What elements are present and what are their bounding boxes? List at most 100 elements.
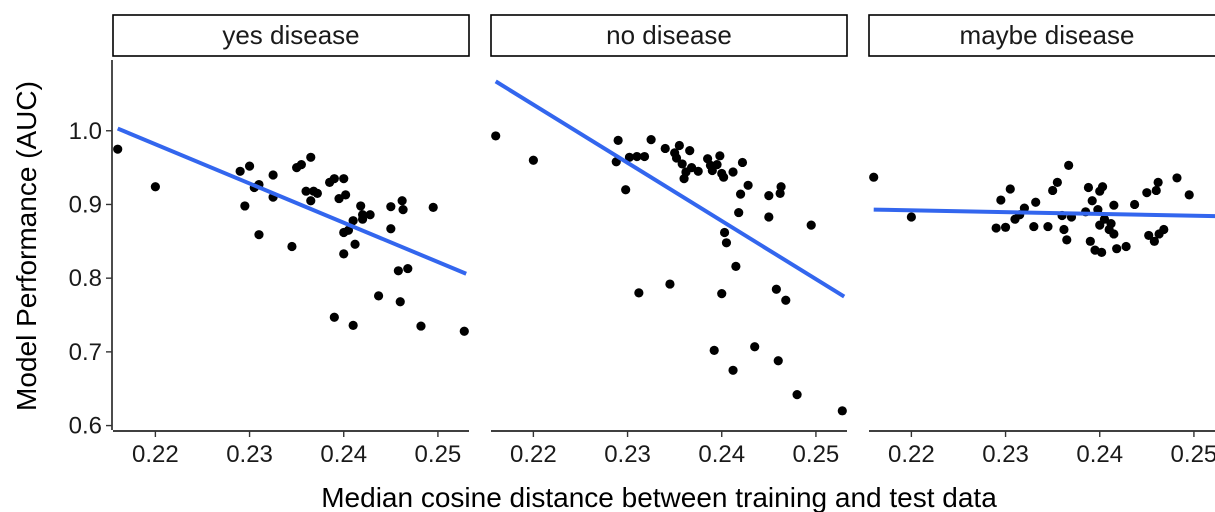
data-point: [341, 190, 351, 200]
data-point: [386, 224, 396, 234]
data-point: [398, 205, 408, 215]
plot-area: [869, 160, 1215, 257]
data-point: [750, 342, 760, 352]
data-point: [1149, 236, 1159, 246]
data-point: [731, 261, 741, 271]
data-point: [1029, 221, 1039, 232]
x-tick-label: 0.22: [132, 441, 179, 468]
data-point: [235, 166, 245, 176]
data-point: [1097, 182, 1108, 192]
data-point: [776, 182, 786, 192]
y-tick-label: 0.8: [69, 265, 102, 292]
data-point: [1106, 219, 1116, 229]
x-tick-label: 0.24: [1076, 441, 1123, 468]
data-point: [1031, 197, 1041, 207]
facet-strip-label: no disease: [606, 20, 732, 50]
data-point: [403, 263, 413, 274]
facet-panel: no disease 0.22 0.23 0.24 0.25: [490, 14, 848, 468]
data-point: [343, 225, 354, 235]
data-point: [1043, 221, 1053, 232]
x-tick-label: 0.22: [510, 441, 557, 468]
data-point: [1159, 224, 1169, 235]
data-point: [639, 151, 650, 162]
data-point: [1062, 235, 1072, 245]
data-point: [1109, 200, 1119, 210]
data-point: [1184, 190, 1194, 200]
data-point: [393, 266, 403, 276]
trend-line: [494, 79, 846, 299]
data-point: [837, 406, 847, 416]
data-point: [728, 167, 738, 177]
data-point: [348, 216, 358, 226]
data-point: [719, 227, 730, 238]
trend-line: [116, 126, 467, 276]
data-point: [1151, 185, 1161, 196]
data-point: [329, 174, 339, 184]
data-point: [254, 230, 264, 240]
x-axis-title: Median cosine distance between training …: [321, 482, 997, 512]
facet-strip: [490, 14, 848, 57]
data-point: [240, 201, 250, 211]
data-point: [329, 312, 339, 322]
data-point: [1112, 244, 1122, 254]
data-point: [397, 196, 407, 206]
facet-strip: [112, 14, 470, 57]
data-point: [416, 321, 426, 331]
data-point: [717, 289, 727, 299]
data-point: [113, 144, 123, 154]
data-point: [991, 223, 1001, 233]
data-point: [1085, 236, 1095, 246]
x-tick-label: 0.24: [320, 441, 367, 468]
data-point: [1129, 199, 1140, 210]
data-point: [665, 279, 675, 289]
y-tick-label: 0.7: [69, 339, 102, 366]
data-point: [1048, 185, 1058, 196]
data-point: [1153, 177, 1163, 187]
data-point: [781, 295, 791, 305]
data-point: [1121, 241, 1131, 252]
data-point: [150, 182, 160, 192]
data-point: [1064, 160, 1074, 170]
data-point: [312, 188, 322, 199]
data-point: [1099, 214, 1110, 224]
data-point: [621, 185, 631, 195]
y-tick-label: 1.0: [69, 118, 102, 145]
x-tick-label: 0.25: [793, 441, 840, 468]
data-point: [764, 212, 774, 222]
plot-area: [113, 126, 469, 336]
data-point: [1052, 177, 1062, 187]
data-point: [674, 140, 684, 151]
data-point: [660, 143, 670, 154]
x-tick-label: 0.22: [888, 441, 935, 468]
data-point: [792, 390, 802, 400]
data-point: [268, 170, 278, 180]
data-point: [634, 288, 644, 298]
x-tick-label: 0.25: [1171, 441, 1215, 468]
data-point: [1000, 222, 1011, 232]
data-point: [613, 135, 623, 145]
data-point: [728, 365, 738, 375]
facet-panel: yes disease 0.22 0.23 0.24 0.25: [112, 14, 470, 468]
data-point: [287, 241, 297, 252]
data-point: [306, 152, 316, 162]
data-point: [1059, 224, 1069, 235]
data-point: [1109, 229, 1119, 239]
data-point: [350, 239, 360, 249]
y-tick-label: 0.9: [69, 191, 102, 218]
data-point: [244, 161, 255, 171]
data-point: [764, 191, 774, 201]
y-axis-title: Model Performance (AUC): [11, 81, 42, 411]
data-point: [1005, 184, 1015, 194]
data-point: [1144, 230, 1154, 241]
data-point: [491, 131, 501, 141]
data-point: [996, 195, 1006, 205]
data-point: [306, 196, 316, 206]
data-point: [685, 146, 695, 156]
data-point: [806, 220, 816, 230]
trend-line: [873, 207, 1215, 219]
data-point: [301, 186, 311, 196]
x-tick-label: 0.25: [415, 441, 462, 468]
data-point: [386, 202, 396, 212]
data-point: [528, 155, 538, 165]
